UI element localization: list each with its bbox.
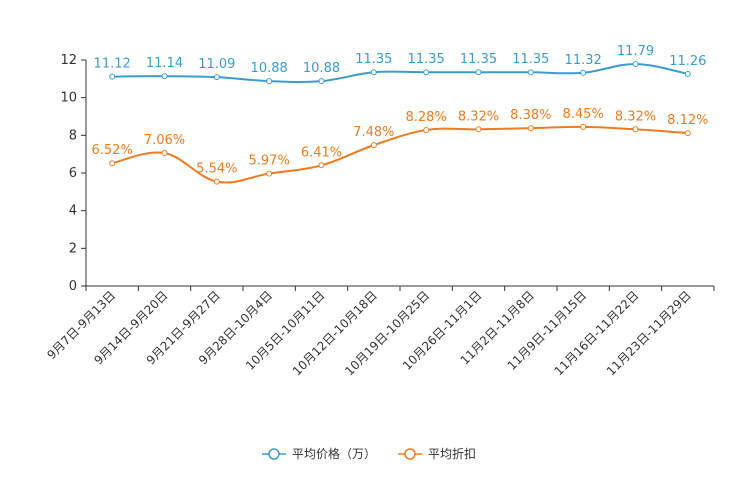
data-label: 5.97% xyxy=(249,154,290,169)
data-label: 8.32% xyxy=(458,109,499,124)
data-point xyxy=(580,69,587,76)
y-tick-label: 4 xyxy=(69,204,77,219)
data-point xyxy=(213,74,220,81)
data-label: 6.41% xyxy=(301,145,342,160)
data-label: 8.12% xyxy=(667,113,708,128)
data-point xyxy=(580,123,587,130)
data-point xyxy=(423,69,430,76)
data-point xyxy=(318,162,325,169)
data-point xyxy=(475,69,482,76)
data-label: 11.79 xyxy=(617,44,654,59)
data-label: 10.88 xyxy=(251,61,288,76)
data-label: 11.26 xyxy=(669,54,706,69)
data-point xyxy=(423,127,430,134)
data-point xyxy=(475,126,482,133)
data-point xyxy=(632,126,639,133)
y-tick-label: 8 xyxy=(69,128,77,143)
y-tick-label: 12 xyxy=(60,53,77,68)
data-label: 10.88 xyxy=(303,61,340,76)
axes: 0246810129月7日-9月13日9月14日-9月20日9月21日-9月27… xyxy=(44,53,715,378)
data-point xyxy=(266,78,273,85)
y-tick-label: 2 xyxy=(69,241,77,256)
data-label: 11.35 xyxy=(460,52,497,67)
y-tick-label: 10 xyxy=(60,91,77,106)
data-label: 6.52% xyxy=(92,143,133,158)
legend-item-0[interactable]: 平均价格（万） xyxy=(262,446,376,461)
legend[interactable]: 平均价格（万） 平均折扣 xyxy=(262,446,476,461)
data-point xyxy=(213,178,220,185)
data-label: 11.35 xyxy=(408,52,445,67)
legend-marker xyxy=(268,448,280,460)
data-point xyxy=(161,150,168,157)
data-point xyxy=(527,125,534,132)
data-point xyxy=(632,60,639,67)
data-label: 8.38% xyxy=(510,108,551,123)
data-label: 11.09 xyxy=(198,57,235,72)
series-line xyxy=(111,125,688,184)
series-0: 11.12 11.14 11.09 10.88 10.88 11.35 11.35 11.35… xyxy=(94,44,706,85)
data-point xyxy=(684,130,691,137)
data-point xyxy=(684,70,691,77)
y-tick-label: 0 xyxy=(69,279,77,294)
data-point xyxy=(527,69,534,76)
legend-label: 平均价格（万） xyxy=(292,446,376,461)
data-label: 8.28% xyxy=(406,110,447,125)
legend-marker xyxy=(404,448,416,460)
series-1: 6.52% 7.06% 5.54% 5.97% 6.41% 7.48% 8.28% 8.32%… xyxy=(92,107,708,185)
data-label: 8.32% xyxy=(615,109,656,124)
series-line xyxy=(112,62,689,83)
data-label: 7.06% xyxy=(144,133,185,148)
data-point xyxy=(370,142,377,149)
data-label: 5.54% xyxy=(196,162,237,177)
legend-label: 平均折扣 xyxy=(428,446,476,461)
data-label: 11.12 xyxy=(94,57,131,72)
data-label: 11.32 xyxy=(565,53,602,68)
series-layer: 11.12 11.14 11.09 10.88 10.88 11.35 11.35 11.35… xyxy=(92,44,708,185)
data-label: 11.35 xyxy=(512,52,549,67)
y-tick-label: 6 xyxy=(69,166,77,181)
data-label: 11.14 xyxy=(146,56,183,71)
data-point xyxy=(161,73,168,80)
data-point xyxy=(266,170,273,177)
data-point xyxy=(109,73,116,80)
data-point xyxy=(370,69,377,76)
data-label: 8.45% xyxy=(563,107,604,122)
data-point xyxy=(109,160,116,167)
legend-item-1[interactable]: 平均折扣 xyxy=(398,446,476,461)
data-point xyxy=(318,78,325,85)
data-label: 7.48% xyxy=(353,125,394,140)
data-label: 11.35 xyxy=(355,52,392,67)
